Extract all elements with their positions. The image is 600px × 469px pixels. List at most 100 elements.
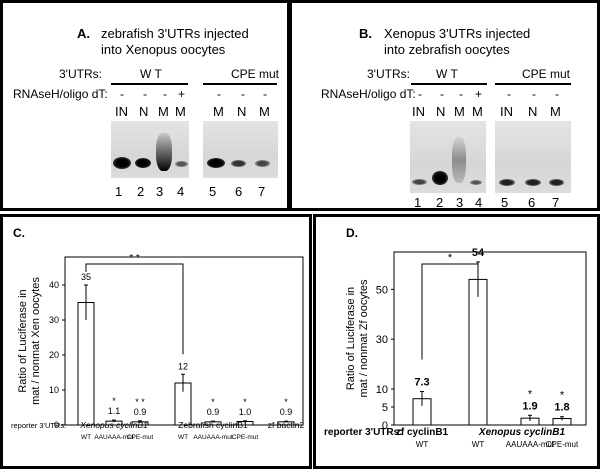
x-category-label: WT [472,440,485,449]
panel-d: D. 0 5 10 30 50 7.3 WT 54 WT 1.9 * AAUAAA-mut 1.8 * CP… [313,214,600,469]
panel-b-wt-line [411,83,487,85]
panel-a-letter: A. [77,26,90,41]
panel-a-sign: - [217,87,221,101]
panel-b-sign: + [475,87,483,101]
panel-b-lane: M [550,104,561,119]
significance-star: * * [135,397,145,407]
panel-b-lane-number: 5 [501,195,509,210]
significance-star: * [560,390,565,402]
y-axis-label-1: Ratio of Luciferase in [17,289,29,392]
panel-a-lane-number: 6 [235,184,243,199]
panel-b-lane-number: 4 [475,195,483,210]
y-tick-label: 0 [54,420,59,430]
x-category-label: WT [416,440,429,449]
value-label: 35 [81,272,91,282]
panel-b-sign: - [459,87,463,101]
bar [77,302,95,426]
panel-b-3utrs-label: 3'UTRs: [367,67,410,81]
plot-frame [393,251,587,426]
panel-a-lane-number: 5 [209,184,217,199]
x-category-label: WT [81,434,91,441]
value-label: 0.9 [280,407,293,417]
panel-a-lane: N [237,104,247,119]
y-axis-label-1: Ratio of Luciferase in [345,287,357,390]
value-label: 7.3 [414,377,429,389]
x-category-label: CPE-mut [127,434,154,441]
panel-b-cpe-line [495,83,571,85]
gel-band [549,179,564,186]
panel-b-wt-label: W T [436,67,458,81]
panel-b-lane: M [454,104,465,119]
gel-band [113,157,131,169]
panel-a-lane-number: 4 [177,184,185,199]
significance-star: * [528,388,533,400]
y-tick-label: 50 [376,284,388,296]
y-axis-label-2: mat / nonmat Xen oocytes [30,277,42,405]
panel-a-sign: - [163,87,167,101]
value-label: 12 [178,361,188,371]
x-category-label: WT [178,434,188,441]
x-category-label: AAUAAA-mut [193,434,233,441]
panel-a-lane: M [175,104,186,119]
panel-b-lane: IN [500,104,513,119]
significance-star: * [284,397,288,407]
panel-b-title-1-text: Xenopus 3'UTRs injected [384,26,531,41]
significance-bracket-label: * * [129,253,140,264]
panel-b-lane-number: 2 [436,195,444,210]
panel-b-sign: - [507,87,511,101]
panel-a-lane-number: 1 [115,184,123,199]
panel-b-lane: N [528,104,538,119]
significance-bracket [421,263,479,360]
panel-a-lane-number: 7 [258,184,266,199]
panel-a-wt-label: W T [140,67,162,81]
panel-a-sign: - [120,87,124,101]
group-label: zf cyclinB1 [396,427,449,438]
panel-a-sign: - [241,87,245,101]
panel-a: A. zebrafish 3'UTRs injected into Xenopu… [0,0,290,211]
gel-smear [156,133,172,171]
significance-star: * [243,397,247,407]
y-tick-label: 5 [382,402,388,414]
x-category-label: CPE-mut [546,440,579,449]
panel-a-title-1: zebrafish 3'UTRs injected [101,26,249,41]
panel-a-lane: M [213,104,224,119]
panel-d-letter: D. [346,226,358,240]
significance-bracket [85,263,184,355]
panel-a-cpe-line [203,83,277,85]
panel-b-lane: M [472,104,483,119]
panel-b-lane-number: 6 [528,195,536,210]
significance-bracket-label: * [448,252,453,264]
panel-a-sign: - [263,87,267,101]
y-tick-label: 10 [376,384,388,396]
panel-b-cpe-label: CPE mut [522,67,571,81]
y-tick-label: 20 [49,350,59,360]
panel-b-letter: B. [359,26,372,41]
panel-b-lane-number: 3 [456,195,464,210]
panel-a-lane: IN [115,104,128,119]
panel-a-wt-line [111,83,188,85]
y-tick-label: 0 [382,420,388,432]
panel-b: B. Xenopus 3'UTRs injected into zebrafis… [289,0,600,211]
panel-a-lane: N [139,104,149,119]
panel-b-sign: - [418,87,422,101]
panel-a-title-2: into Xenopus oocytes [101,42,226,57]
panel-b-lane: N [436,104,446,119]
value-label: 0.9 [207,407,220,417]
panel-a-gel-left [111,121,189,178]
y-tick-label: 30 [49,315,59,325]
group-label: zf bactin2 [268,420,305,430]
value-label: 1.8 [554,402,569,414]
gel-smear [452,137,466,183]
panel-c-letter: C. [13,226,25,240]
group-label: Xenopus cyclinB1 [79,420,148,430]
panel-b-gel-right [495,121,571,193]
panel-b-title-2: into zebrafish oocytes [384,42,510,57]
gel-band [525,179,541,186]
group-label: Zebrafish cyclinB1 [178,420,248,430]
gel-band [255,160,270,167]
panel-a-sign: + [178,87,186,101]
panel-a-rnase-label: RNAseH/oligo dT: [13,87,108,101]
y-tick-label: 10 [49,385,59,395]
y-tick-label: 30 [376,334,388,346]
panel-a-cpe-label: CPE mut [231,67,280,81]
